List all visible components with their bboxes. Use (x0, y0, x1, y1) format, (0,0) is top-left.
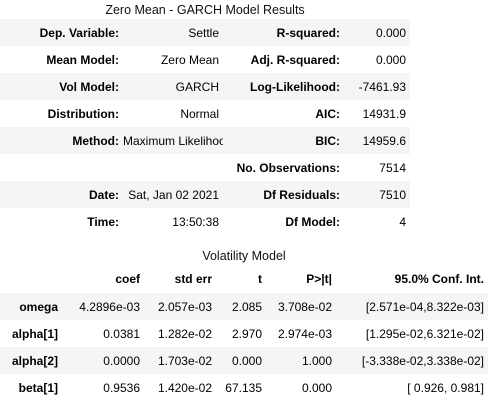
volatility-model-title: Volatility Model (202, 249, 286, 263)
summary-value: Sat, Jan 02 2021 (128, 187, 219, 202)
parameter-name: beta[1] (18, 380, 58, 395)
summary-value: Maximum Likelihood (123, 133, 223, 148)
summary-label: BIC: (315, 133, 340, 148)
summary-row: Date: Sat, Jan 02 2021 Df Residuals: 7510 (0, 181, 410, 208)
p-value-cell: 0.000 (301, 380, 332, 395)
summary-value: 0.000 (375, 25, 406, 40)
summary-value: 4 (399, 214, 406, 229)
summary-label: Adj. R-squared: (250, 52, 340, 67)
t-stat-cell: 2.970 (231, 326, 262, 341)
summary-value (123, 154, 223, 181)
summary-value: Zero Mean (160, 52, 219, 67)
table-row: omega 4.2896e-03 2.057e-03 2.085 3.708e-02 [2… (0, 293, 488, 320)
table-row: alpha[2] 0.0000 1.703e-02 0.000 1.000 [-3.338… (0, 347, 488, 374)
summary-value: 7514 (379, 160, 406, 175)
column-header: t (258, 272, 262, 286)
column-header: P>|t| (306, 272, 332, 286)
summary-row: Method: Maximum Likelihood BIC: 14959.6 (0, 127, 410, 154)
summary-row: Distribution: Normal AIC: 14931.9 (0, 100, 410, 127)
summary-value: GARCH (175, 79, 219, 94)
coef-cell: 0.9536 (103, 380, 140, 395)
summary-value: Settle (188, 25, 219, 40)
summary-table: Dep. Variable: Settle R-squared: 0.000 Mean … (0, 19, 410, 235)
table-row: alpha[1] 0.0381 1.282e-02 2.970 2.974e-03 [1.… (0, 320, 488, 347)
summary-value: 14959.6 (362, 133, 406, 148)
summary-label: Mean Model: (46, 52, 119, 67)
conf-int-cell: [ 0.926, 0.981] (407, 380, 484, 395)
summary-row: Vol Model: GARCH Log-Likelihood: -7461.93 (0, 73, 410, 100)
std-err-cell: 2.057e-03 (157, 299, 212, 314)
summary-label (0, 154, 123, 181)
p-value-cell: 1.000 (301, 353, 332, 368)
summary-value: 0.000 (375, 52, 406, 67)
summary-label: Dep. Variable: (39, 25, 119, 40)
conf-int-cell: [2.571e-04,8.322e-03] (365, 299, 484, 314)
summary-row: Mean Model: Zero Mean Adj. R-squared: 0.000 (0, 46, 410, 73)
table-row: beta[1] 0.9536 1.420e-02 67.135 0.000 [ 0.926… (0, 374, 488, 401)
summary-label: Df Model: (285, 214, 340, 229)
summary-label: AIC: (315, 106, 340, 121)
summary-row: Dep. Variable: Settle R-squared: 0.000 (0, 19, 410, 46)
t-stat-cell: 0.000 (231, 353, 262, 368)
summary-label: R-squared: (276, 25, 340, 40)
parameter-name: alpha[2] (11, 353, 58, 368)
summary-label: Time: (87, 214, 119, 229)
summary-value: Normal (180, 106, 219, 121)
coef-cell: 0.0381 (103, 326, 140, 341)
column-header: coef (115, 272, 140, 286)
volatility-header-row: coef std err t P>|t| 95.0% Conf. Int. (0, 265, 488, 293)
results-title: Zero Mean - GARCH Model Results (105, 3, 305, 17)
summary-label: Date: (88, 187, 119, 202)
summary-label: Method: (72, 133, 119, 148)
column-header: 95.0% Conf. Int. (394, 272, 484, 286)
summary-label: Vol Model: (59, 79, 119, 94)
column-header (0, 265, 62, 293)
summary-value: -7461.93 (358, 79, 406, 94)
parameter-name: alpha[1] (11, 326, 58, 341)
summary-row: No. Observations: 7514 (0, 154, 410, 181)
t-stat-cell: 2.085 (231, 299, 262, 314)
t-stat-cell: 67.135 (225, 380, 262, 395)
summary-label: Df Residuals: (263, 187, 340, 202)
conf-int-cell: [1.295e-02,6.321e-02] (365, 326, 484, 341)
p-value-cell: 2.974e-03 (277, 326, 332, 341)
summary-value: 7510 (379, 187, 406, 202)
summary-row: Time: 13:50:38 Df Model: 4 (0, 208, 410, 235)
std-err-cell: 1.703e-02 (157, 353, 212, 368)
std-err-cell: 1.420e-02 (157, 380, 212, 395)
coef-cell: 4.2896e-03 (79, 299, 140, 314)
std-err-cell: 1.282e-02 (157, 326, 212, 341)
summary-value: 13:50:38 (172, 214, 219, 229)
volatility-table: coef std err t P>|t| 95.0% Conf. Int. omega 4… (0, 265, 488, 401)
summary-label: Distribution: (47, 106, 119, 121)
summary-value: 14931.9 (362, 106, 406, 121)
conf-int-cell: [-3.338e-02,3.338e-02] (361, 353, 484, 368)
p-value-cell: 3.708e-02 (277, 299, 332, 314)
coef-cell: 0.0000 (103, 353, 140, 368)
column-header: std err (174, 272, 212, 286)
parameter-name: omega (19, 299, 58, 314)
summary-label: Log-Likelihood: (250, 79, 340, 94)
summary-label: No. Observations: (236, 160, 340, 175)
